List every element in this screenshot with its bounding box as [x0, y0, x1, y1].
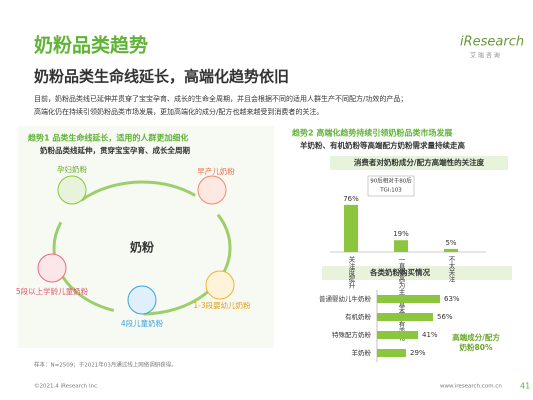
category-label: 特殊配方奶粉 [332, 330, 372, 339]
value-label: 5% [445, 239, 456, 247]
page-number: 41 [520, 382, 530, 391]
value-label: 19% [393, 230, 409, 238]
intro-line: 高端化仍在持续引领奶粉品类市场发展，更加高端化的成分/配方也越来越受到消费者的关… [34, 107, 323, 116]
node-icon [197, 175, 227, 205]
copyright: ©2021.4 iResearch Inc. [34, 383, 99, 390]
annotation: TGI:103 [379, 188, 402, 194]
annotation: 奶粉80% [460, 342, 493, 352]
logo: iResearch [460, 35, 524, 50]
bar [377, 349, 406, 357]
chart-title-bg [330, 156, 508, 170]
bar [377, 313, 433, 321]
category-label: 普通婴幼儿牛奶粉 [319, 294, 372, 303]
category-label: 有机奶粉 [345, 312, 372, 321]
cycle-ring [52, 180, 232, 316]
bar [444, 248, 458, 252]
node-label: 1-3段婴幼儿奶粉 [193, 300, 251, 310]
value-label: 76% [343, 195, 359, 203]
node-icon [57, 175, 87, 205]
slide-subtitle: 奶粉品类生命线延长，高端化趋势依旧 [34, 68, 289, 86]
site: www.iresearch.com.cn [440, 384, 502, 390]
logo-sub: 艾 瑞 咨 询 [470, 52, 500, 60]
category-label: 关注度提升 [347, 255, 355, 290]
node-label: 4段儿童奶粉 [121, 318, 164, 328]
chart-title: 消费者对奶粉成分/配方高端性的关注度 [354, 157, 485, 167]
category-label: 不太关注 [447, 256, 455, 283]
chart-title: 各类奶粉购买情况 [369, 267, 430, 277]
node-label: 5段以上学龄儿童奶粉 [16, 286, 89, 296]
bar [344, 204, 358, 252]
center-label: 奶粉 [130, 240, 154, 255]
trend-title: 趋势2 高端化趋势持续引领奶粉品类市场发展 [291, 128, 452, 138]
category-label: 羊奶粉 [352, 348, 372, 357]
trend-title: 趋势1 品类生命线延长，适用的人群更加细化 [27, 133, 188, 143]
node-label: 孕妇奶粉 [57, 164, 87, 174]
value-label: 63% [444, 295, 460, 303]
annotation: 90后相对于80后 [370, 177, 412, 185]
node-icon [37, 253, 67, 283]
value-label: 29% [410, 349, 426, 357]
node-icon [205, 270, 235, 300]
node-label: 早产儿奶粉 [197, 166, 235, 176]
chart-title-bg [322, 266, 512, 280]
node-icon [127, 285, 157, 315]
slide-title: 奶粉品类趋势 [34, 34, 148, 57]
bar [394, 240, 408, 252]
annotation-box [367, 175, 415, 197]
value-label: 41% [422, 331, 438, 339]
source: 样本：N=2509；于2021年03月通过线上网络调研获得。 [34, 361, 177, 369]
annotation: 高端成分/配方 [452, 332, 500, 342]
trend-subtitle: 羊奶粉、有机奶粉等高端配方奶粉需求量持续走高 [300, 140, 465, 150]
value-label: 56% [437, 313, 453, 321]
trend-subtitle: 奶粉品类线延伸，贯穿宝宝孕育、成长全周期 [40, 145, 190, 155]
bar [377, 331, 418, 339]
intro-line: 目前，奶粉品类线已延伸并贯穿了宝宝孕育、成长的生命全周期，并且会根据不同的适用人… [34, 94, 407, 103]
bar [377, 295, 440, 303]
